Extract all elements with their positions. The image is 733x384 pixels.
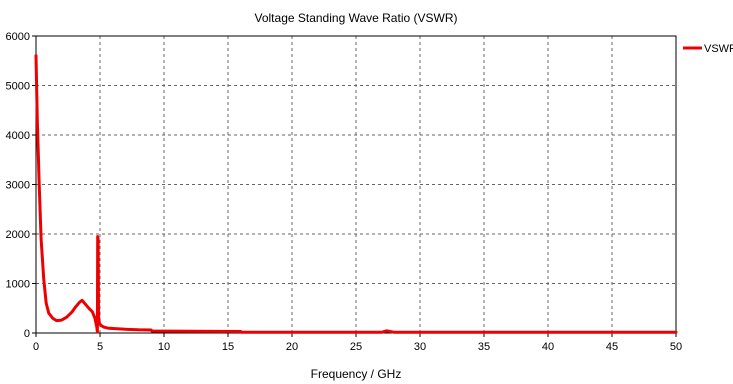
x-tick-label: 0 [33,341,39,353]
chart-title: Voltage Standing Wave Ratio (VSWR) [255,11,458,25]
y-tick-label: 6000 [6,31,30,43]
x-axis-label: Frequency / GHz [311,367,402,381]
y-tick-label: 5000 [6,81,30,93]
x-tick-label: 10 [158,341,170,353]
axis-ticks: 0 5 10 15 20 25 30 35 40 45 50 0 1000 2000 3000 4000 500… [6,31,683,353]
y-tick-label: 0 [24,328,30,340]
legend[interactable]: VSWR1 [683,43,733,55]
x-tick-label: 5 [97,341,103,353]
x-tick-label: 35 [478,341,490,353]
x-tick-label: 20 [286,341,298,353]
x-tick-label: 50 [670,341,682,353]
x-tick-label: 30 [414,341,426,353]
series-line-vswr1 [34,54,678,334]
grid-lines [36,36,676,333]
x-tick-label: 15 [222,341,234,353]
x-tick-label: 40 [542,341,554,353]
y-tick-label: 4000 [6,130,30,142]
x-tick-label: 25 [350,341,362,353]
x-tick-label: 45 [606,341,618,353]
y-tick-label: 3000 [6,180,30,192]
y-tick-label: 2000 [6,229,30,241]
y-tick-label: 1000 [6,279,30,291]
legend-label: VSWR1 [704,43,733,55]
series-layer [34,54,678,334]
